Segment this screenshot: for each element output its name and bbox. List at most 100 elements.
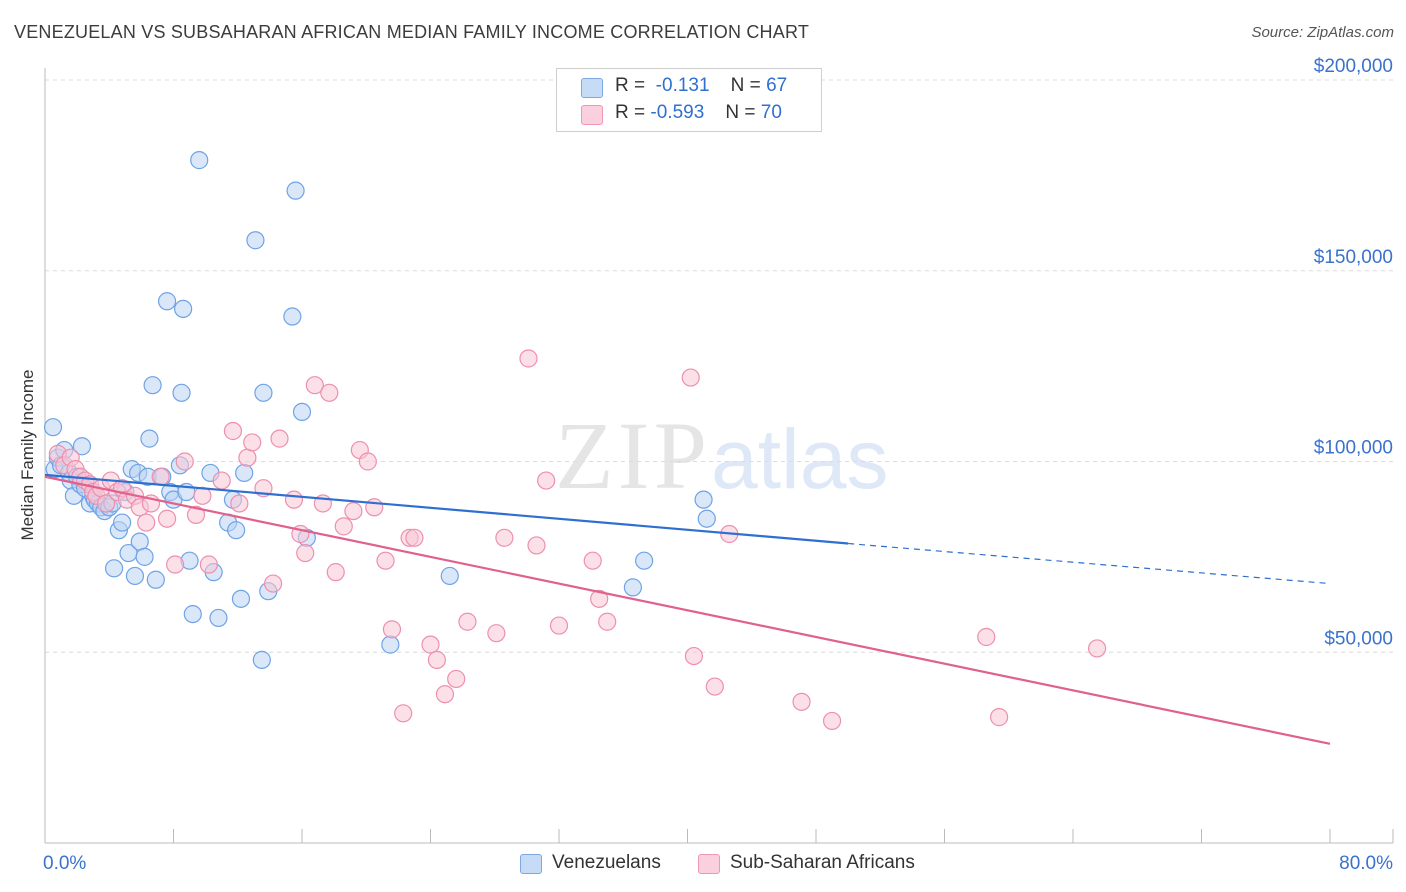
- point-subsaharan: [684, 646, 704, 666]
- point-venezuelan: [112, 513, 132, 532]
- point-subsaharan: [376, 551, 395, 570]
- legend-n-value: 70: [760, 102, 782, 123]
- point-venezuelan: [143, 376, 162, 395]
- point-subsaharan: [822, 711, 842, 731]
- point-venezuelan: [231, 589, 251, 608]
- legend-r-value: -0.131: [655, 75, 710, 96]
- point-subsaharan: [365, 498, 384, 517]
- point-subsaharan: [243, 433, 262, 452]
- point-subsaharan: [296, 543, 315, 563]
- point-venezuelan: [254, 383, 273, 402]
- point-venezuelan: [440, 566, 459, 586]
- point-subsaharan: [186, 505, 206, 525]
- point-subsaharan: [263, 574, 283, 593]
- point-subsaharan: [358, 452, 377, 471]
- point-venezuelan: [135, 547, 154, 566]
- legend-swatch-subsaharan: [581, 105, 603, 125]
- trend-lines: [44, 473, 1331, 745]
- point-subsaharan: [792, 692, 811, 711]
- point-venezuelan: [190, 151, 209, 170]
- point-venezuelan: [130, 532, 149, 551]
- trend-line-venezuelans-extrapolated: [848, 542, 1331, 585]
- point-subsaharan: [334, 517, 353, 536]
- point-subsaharan: [284, 490, 304, 509]
- point-subsaharan: [344, 501, 363, 521]
- point-venezuelan: [635, 551, 654, 570]
- point-venezuelan: [246, 231, 265, 250]
- point-subsaharan: [270, 429, 289, 448]
- point-venezuelan: [623, 578, 642, 597]
- point-venezuelan: [286, 181, 305, 200]
- source-credit: Source: ZipAtlas.com: [1251, 24, 1394, 41]
- y-tick-label: $50,000: [1324, 628, 1393, 649]
- legend-label-subsaharan: Sub-Saharan Africans: [730, 852, 915, 873]
- point-subsaharan: [175, 452, 194, 471]
- point-venezuelan: [183, 604, 202, 624]
- point-subsaharan: [990, 708, 1009, 727]
- y-tick-label: $200,000: [1314, 56, 1393, 77]
- point-subsaharan: [458, 612, 477, 631]
- legend-r-label: R =: [615, 102, 646, 123]
- legend-swatch-subsaharan: [698, 854, 720, 874]
- y-tick-label: $150,000: [1314, 247, 1393, 268]
- point-subsaharan: [977, 627, 996, 647]
- point-subsaharan: [405, 528, 424, 547]
- point-venezuelan: [694, 490, 713, 509]
- y-tick-label: $100,000: [1314, 438, 1393, 459]
- point-subsaharan: [326, 563, 345, 582]
- axes: [44, 68, 1394, 844]
- point-subsaharan: [598, 612, 617, 631]
- point-subsaharan: [681, 368, 700, 387]
- point-subsaharan: [549, 616, 569, 635]
- legend-swatch-venezuelans: [520, 854, 542, 874]
- grid-lines: [45, 79, 1395, 653]
- point-subsaharan: [421, 635, 440, 654]
- y-axis-label: Median Family Income: [18, 369, 37, 541]
- point-venezuelan: [381, 635, 400, 654]
- chart-title: VENEZUELAN VS SUBSAHARAN AFRICAN MEDIAN …: [14, 22, 810, 42]
- legend-n-label: N =: [725, 102, 756, 123]
- correlation-legend: R = -0.131 N = 67 R = -0.593 N = 70: [556, 68, 822, 132]
- point-subsaharan: [199, 555, 218, 574]
- point-subsaharan: [527, 536, 546, 555]
- legend-r-value: -0.593: [650, 102, 705, 123]
- point-venezuelan: [146, 570, 165, 589]
- point-venezuelan: [140, 429, 159, 448]
- point-subsaharan: [230, 494, 249, 513]
- trend-line-subsaharan: [44, 475, 1331, 745]
- point-subsaharan: [590, 589, 609, 608]
- x-tick-label-max: 80.0%: [1339, 853, 1393, 874]
- point-subsaharan: [320, 383, 339, 402]
- point-subsaharan: [305, 376, 324, 395]
- point-venezuelan: [104, 559, 124, 578]
- point-venezuelan: [174, 299, 193, 318]
- point-subsaharan: [394, 704, 413, 723]
- legend-r-label: R =: [615, 75, 646, 96]
- tick-labels: $50,000 $100,000 $150,000 $200,000 0.0% 80.0%: [43, 56, 1393, 874]
- point-subsaharan: [1087, 639, 1107, 658]
- legend-swatch-venezuelans: [581, 78, 603, 98]
- x-tick-label-min: 0.0%: [43, 853, 86, 874]
- legend-n-value: 67: [766, 75, 788, 96]
- point-venezuelan: [125, 566, 145, 586]
- point-subsaharan: [705, 677, 724, 696]
- point-subsaharan: [151, 467, 170, 486]
- point-venezuelan: [697, 509, 716, 528]
- point-subsaharan: [137, 513, 156, 532]
- point-subsaharan: [238, 448, 257, 467]
- point-subsaharan: [223, 421, 243, 441]
- point-subsaharan: [212, 471, 231, 490]
- legend-label-venezuelans: Venezuelans: [552, 852, 661, 873]
- point-subsaharan: [166, 555, 185, 574]
- point-venezuelan: [292, 402, 312, 422]
- point-subsaharan: [495, 528, 514, 547]
- data-points: [43, 151, 1107, 731]
- point-venezuelan: [283, 307, 302, 326]
- point-venezuelan: [227, 521, 246, 540]
- point-venezuelan: [172, 383, 191, 402]
- trend-line-venezuelans: [44, 473, 849, 545]
- legend-n-label: N =: [730, 75, 761, 96]
- point-subsaharan: [583, 551, 602, 570]
- point-subsaharan: [382, 620, 402, 639]
